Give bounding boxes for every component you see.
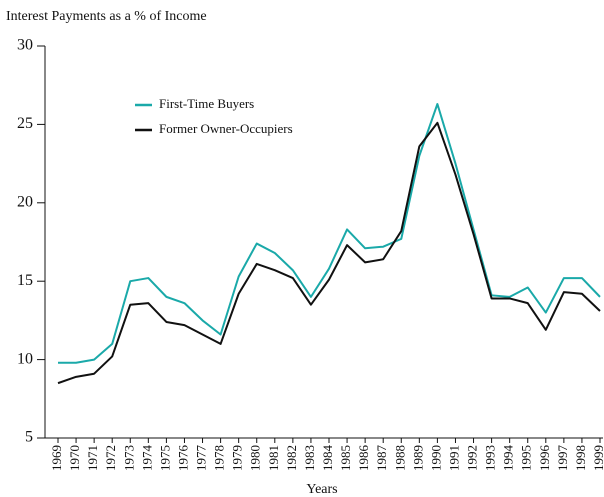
x-tick-label: 1999	[591, 445, 604, 471]
legend-label: First-Time Buyers	[159, 96, 254, 111]
y-tick-label: 30	[17, 37, 33, 54]
series-line	[58, 103, 601, 364]
x-tick-label: 1990	[428, 445, 443, 471]
x-tick-label: 1991	[446, 445, 461, 471]
y-tick-label: 15	[17, 272, 33, 289]
x-tick-label: 1986	[356, 445, 371, 472]
y-tick-label: 25	[17, 115, 33, 132]
x-tick-label: 1980	[248, 445, 263, 471]
x-tick-label: 1984	[320, 445, 335, 472]
x-tick-label: 1974	[139, 445, 154, 472]
x-axis-label: Years	[306, 482, 337, 497]
x-tick-label: 1975	[157, 445, 172, 471]
y-tick-label: 20	[17, 193, 33, 210]
x-tick-label: 1976	[175, 445, 190, 472]
x-tick-label: 1989	[410, 445, 425, 471]
chart-title: Interest Payments as a % of Income	[6, 9, 207, 24]
series-line	[57, 121, 601, 385]
x-tick-label: 1995	[519, 445, 534, 471]
x-tick-label: 1997	[555, 445, 570, 472]
x-tick-label: 1972	[103, 445, 118, 471]
x-tick-label: 1996	[537, 445, 552, 472]
x-tick-label: 1988	[392, 445, 407, 471]
y-tick-label: 5	[25, 429, 33, 446]
x-tick-label: 1987	[374, 445, 389, 472]
x-tick-label: 1969	[49, 445, 64, 471]
x-tick-label: 1981	[266, 445, 281, 471]
x-tick-label: 1985	[338, 445, 353, 471]
x-tick-label: 1993	[483, 445, 498, 471]
x-tick-label: 1982	[284, 445, 299, 471]
y-tick-label: 10	[17, 350, 33, 367]
x-tick-label: 1983	[302, 445, 317, 471]
x-tick-label: 1998	[573, 445, 588, 471]
x-tick-label: 1973	[121, 445, 136, 471]
x-tick-label: 1970	[67, 445, 82, 471]
x-tick-label: 1992	[465, 445, 480, 471]
x-tick-label: 1978	[212, 445, 227, 471]
x-tick-label: 1971	[85, 445, 100, 471]
x-tick-label: 1979	[230, 445, 245, 471]
x-tick-label: 1977	[194, 445, 209, 472]
legend-label: Former Owner-Occupiers	[159, 121, 293, 136]
x-tick-label: 1994	[501, 445, 516, 472]
